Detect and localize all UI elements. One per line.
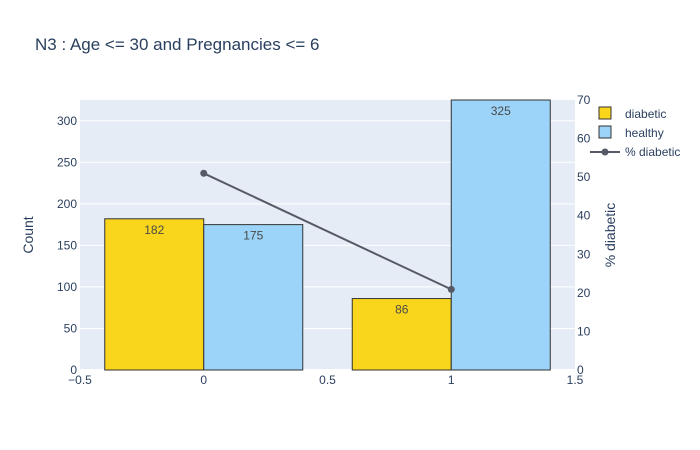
y2-axis-title: % diabetic xyxy=(602,203,618,268)
y2-tick-label: 10 xyxy=(577,324,591,338)
y2-tick-label: 20 xyxy=(577,286,591,300)
legend-label: diabetic xyxy=(625,107,666,121)
bar-value-label: 182 xyxy=(144,223,164,237)
bar-healthy[interactable] xyxy=(450,99,551,371)
y2-tick-label: 50 xyxy=(577,170,591,184)
legend-item[interactable]: healthy xyxy=(598,125,664,140)
legend[interactable]: diabetic healthy % diabetic xyxy=(590,106,680,159)
y2-axis-ticks: 0 10 20 30 40 50 60 70 xyxy=(577,93,591,377)
percent-line xyxy=(200,169,455,293)
legend-marker xyxy=(601,148,609,156)
legend-item[interactable]: diabetic xyxy=(598,106,666,121)
y-tick-label: 150 xyxy=(57,238,77,252)
bar-value-label: 325 xyxy=(491,104,511,118)
y-tick-label: 250 xyxy=(57,155,77,169)
percent-diabetic-point[interactable] xyxy=(447,285,455,293)
bar-diabetic[interactable] xyxy=(351,298,452,371)
y2-tick-label: 0 xyxy=(577,363,584,377)
legend-label: % diabetic xyxy=(625,145,680,159)
x-axis-ticks: −0.5 0 0.5 1 1.5 xyxy=(68,373,584,387)
x-tick-label: 0 xyxy=(200,373,207,387)
x-tick-label: 0.5 xyxy=(319,373,336,387)
y-tick-label: 300 xyxy=(57,114,77,128)
y-tick-label: 50 xyxy=(64,321,78,335)
y-axis-title: Count xyxy=(20,216,36,253)
legend-swatch xyxy=(598,125,612,139)
percent-diabetic-line[interactable] xyxy=(203,172,452,291)
y-tick-label: 200 xyxy=(57,197,77,211)
y-tick-label: 100 xyxy=(57,280,77,294)
y2-tick-label: 70 xyxy=(577,93,591,107)
y2-tick-label: 30 xyxy=(577,247,591,261)
y-tick-label: 0 xyxy=(70,363,77,377)
bars xyxy=(104,99,551,371)
bar-healthy[interactable] xyxy=(203,224,304,371)
chart-title: N3 : Age <= 30 and Pregnancies <= 6 xyxy=(35,35,320,54)
bar-value-label: 175 xyxy=(243,229,263,243)
percent-diabetic-point[interactable] xyxy=(200,169,208,177)
legend-item[interactable]: % diabetic xyxy=(590,145,680,159)
x-tick-label: 1.5 xyxy=(567,373,584,387)
y-axis-ticks: 0 50 100 150 200 250 300 xyxy=(57,114,77,377)
y2-tick-label: 40 xyxy=(577,209,591,223)
bar-labels: 182 86 175 325 xyxy=(144,104,511,317)
legend-swatch xyxy=(598,106,612,120)
x-tick-label: 1 xyxy=(448,373,455,387)
bar-diabetic[interactable] xyxy=(104,218,205,371)
legend-label: healthy xyxy=(625,126,664,140)
x-tick-label: −0.5 xyxy=(68,373,92,387)
bar-value-label: 86 xyxy=(395,303,409,317)
y2-tick-label: 60 xyxy=(577,132,591,146)
